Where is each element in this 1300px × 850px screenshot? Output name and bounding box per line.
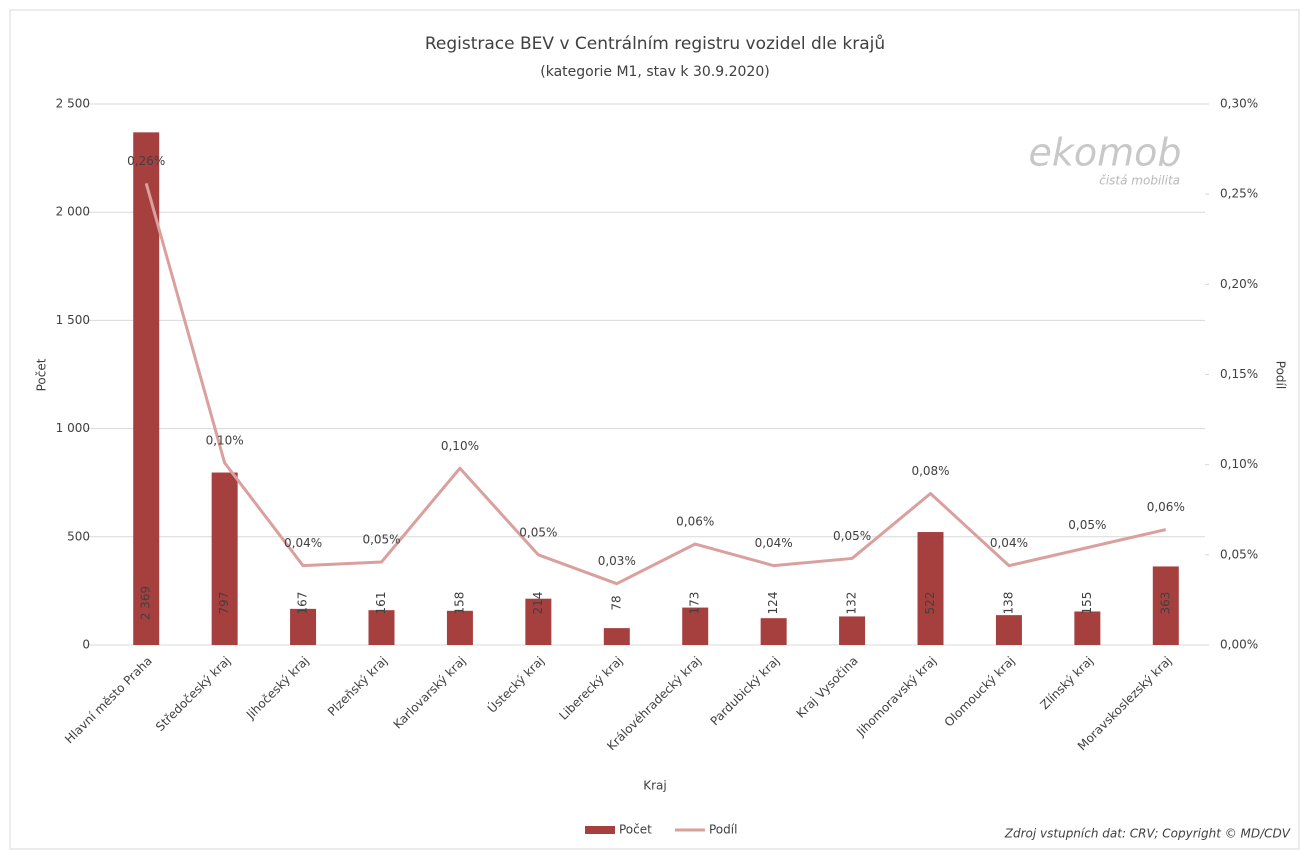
- bar: [525, 598, 552, 645]
- chart-subtitle: (kategorie M1, stav k 30.9.2020): [540, 64, 769, 80]
- y2-tick-label: 0,10%: [1220, 457, 1258, 471]
- y2-tick-label: 0,20%: [1220, 277, 1258, 291]
- y2-tick-label: 0,05%: [1220, 547, 1258, 561]
- y2-tick-label: 0,30%: [1220, 97, 1258, 111]
- line-value-label: 0,05%: [1068, 518, 1106, 532]
- bar-value-label: 78: [609, 595, 623, 610]
- y-tick-label: 0: [82, 638, 90, 652]
- logo-tagline: čistá mobilita: [1099, 174, 1180, 188]
- y2-tick-label: 0,25%: [1220, 187, 1258, 201]
- bar-value-label: 161: [374, 592, 388, 615]
- bar: [211, 472, 238, 645]
- line-value-label: 0,04%: [755, 536, 793, 550]
- line-series: [144, 182, 1167, 586]
- bar-value-label: 363: [1158, 592, 1172, 615]
- line-value-label: 0,04%: [284, 536, 322, 550]
- bar-value-label: 124: [766, 592, 780, 615]
- bar: [290, 608, 317, 645]
- y-tick-label: 2 000: [56, 205, 90, 219]
- bar-value-label: 167: [296, 592, 310, 615]
- x-axis-title: Kraj: [643, 779, 667, 793]
- y-axis-title: Počet: [35, 358, 49, 391]
- chart-frame: [9, 9, 1300, 850]
- y2-tick-label: 0,00%: [1220, 638, 1258, 652]
- bar-value-label: 138: [1001, 592, 1015, 615]
- line-value-label: 0,04%: [990, 536, 1028, 550]
- bar: [1152, 566, 1179, 645]
- bar-value-label: 522: [923, 592, 937, 615]
- bar-value-label: 158: [452, 592, 466, 615]
- line-value-label: 0,05%: [362, 533, 400, 547]
- line-value-label: 0,10%: [206, 433, 244, 447]
- legend-label: Počet: [619, 823, 652, 837]
- line-value-label: 0,08%: [911, 464, 949, 478]
- legend-swatch: [585, 826, 615, 834]
- y-tick-label: 1 500: [56, 313, 90, 327]
- bar-value-label: 214: [531, 592, 545, 615]
- line-value-label: 0,05%: [519, 525, 557, 539]
- legend-label: Podíl: [709, 823, 737, 837]
- bar: [682, 607, 709, 645]
- bar: [603, 628, 630, 645]
- y-tick-label: 2 500: [56, 97, 90, 111]
- bar: [133, 132, 160, 646]
- bar: [917, 532, 944, 645]
- bar: [368, 610, 395, 645]
- source-note: Zdroj vstupních dat: CRV; Copyright © MD…: [1004, 827, 1291, 841]
- bar-value-label: 797: [217, 592, 231, 615]
- bar-value-label: 173: [688, 592, 702, 615]
- y2-tick-label: 0,15%: [1220, 367, 1258, 381]
- bar: [995, 615, 1022, 645]
- bar: [446, 610, 473, 645]
- line-value-label: 0,06%: [1147, 500, 1185, 514]
- line-value-label: 0,10%: [441, 439, 479, 453]
- line-value-label: 0,03%: [598, 554, 636, 568]
- chart-title: Registrace BEV v Centrálním registru voz…: [425, 34, 885, 54]
- y-tick-label: 1 000: [56, 421, 90, 435]
- bar-value-label: 155: [1080, 592, 1094, 615]
- bar: [839, 616, 866, 645]
- bar-value-label: 2 369: [139, 586, 153, 620]
- y2-axis-title: Podíl: [1274, 361, 1288, 389]
- bar-value-label: 132: [845, 592, 859, 615]
- line-value-label: 0,05%: [833, 529, 871, 543]
- line-value-label: 0,26%: [127, 154, 165, 168]
- y-tick-label: 500: [67, 529, 90, 543]
- bar: [1074, 611, 1101, 645]
- line-value-label: 0,06%: [676, 515, 714, 529]
- logo-text: ekomob: [1028, 131, 1181, 175]
- bar: [760, 618, 787, 645]
